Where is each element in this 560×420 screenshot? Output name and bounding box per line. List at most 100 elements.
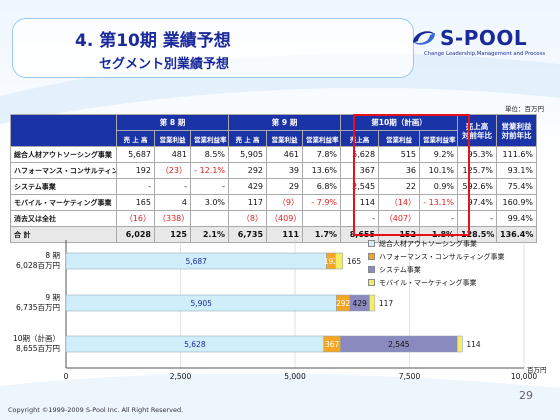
table-cell: 93.1%: [496, 162, 538, 179]
table-cell: 29: [266, 178, 304, 195]
header-period-8: 第 8 期: [115, 114, 230, 131]
row-label: システム事業: [10, 178, 117, 195]
data-label: 165: [347, 257, 362, 266]
subheader-cell: 営業利益率: [419, 130, 459, 147]
segment-sales-bar-chart: 5,687 192 165 5,905 292 429 117 5,628 367 2,545 11…: [65, 240, 525, 369]
category-total: 6,735百万円: [16, 303, 60, 312]
table-cell: （14）: [378, 194, 421, 211]
table-cell: 481: [154, 146, 191, 163]
legend-swatch: [368, 266, 375, 273]
subheader-cell: 営業利益: [154, 130, 191, 147]
table-cell: 114: [340, 194, 380, 211]
table-cell: 111: [266, 226, 304, 243]
table-cell: 13.6%: [302, 162, 342, 179]
table-body: 総合人材アウトソーシング事業 5,687 481 8.5% 5,905 461 7.8% 5,…: [10, 146, 538, 243]
header-panel: 4. 第10期 業績予想 セグメント別業績予想: [12, 18, 414, 78]
table-cell: 165: [116, 194, 155, 211]
logo-tagline: Change Leadership,Management and Process: [424, 51, 546, 57]
data-label: 117: [379, 299, 394, 308]
row-label: 総合人材アウトソーシング事業: [10, 146, 117, 163]
table-cell: 6.8%: [302, 178, 342, 195]
table-cell: - 12.1%: [189, 162, 230, 179]
data-label: 114: [466, 340, 481, 349]
category-period: 9 期: [45, 293, 60, 302]
x-tick-label: 7,500: [398, 372, 421, 381]
logo-swirl-icon: [413, 31, 435, 45]
table-cell: 125.7%: [457, 162, 498, 179]
table-cell: 0.9%: [419, 178, 459, 195]
table-cell: 117: [228, 194, 268, 211]
table-header-row: 第 8 期 第 9 期 第10期（計画） 売上高 対前年比 営業利益 対前年比: [10, 114, 538, 147]
category-label: 9 期 6,735百万円: [8, 293, 60, 313]
x-axis-unit: 百万円: [527, 366, 547, 374]
table-cell: - 7.9%: [302, 194, 342, 211]
data-label: 192: [324, 257, 339, 266]
table-cell: （16）: [116, 210, 155, 227]
table-cell: 2.1%: [189, 226, 230, 243]
subheader-cell: 営業利益: [378, 130, 421, 147]
legend-swatch: [368, 279, 375, 286]
table-cell: （407）: [378, 210, 421, 227]
legend-label: モバイル・マーケティング事業: [379, 278, 477, 287]
subheader-cell: 売 上 高: [228, 130, 268, 147]
table-cell: -: [340, 210, 380, 227]
table-row: システム事業 - - -429 29 6.8% 2,545 22 0.9% 592.6% 75.4%: [10, 178, 538, 195]
table-cell: 515: [378, 146, 421, 163]
table-row: モバイル・マーケティング事業 165 4 3.0% 117 （9） - 7.9% 114 （14…: [10, 194, 538, 211]
table-cell: [302, 210, 342, 227]
x-tick-label: 10,000: [510, 372, 538, 381]
table-row: ハフォーマンス・コンサルティング事業192（23）- 12.1%2923913.…: [10, 162, 538, 179]
copyright-text: Copyright ©1999-2009 S-Pool Inc. All Rig…: [8, 406, 184, 414]
unit-label: 単位：百万円: [505, 105, 544, 113]
row-label: モバイル・マーケティング事業: [10, 194, 117, 211]
category-period: 8 期: [45, 251, 60, 260]
table-cell: 10.1%: [419, 162, 459, 179]
table-cell: 160.9%: [496, 194, 538, 211]
legend-item: ハフォーマンス・コンサルティング事業: [368, 250, 528, 263]
table-cell: 6,735: [228, 226, 268, 243]
data-label: 2,545: [388, 340, 410, 349]
table-cell: 22: [378, 178, 421, 195]
legend-label: システム事業: [379, 265, 421, 274]
legend-item: システム事業: [368, 263, 528, 276]
bar-segment: [335, 252, 344, 270]
category-label: 10期（計画） 8,655百万円: [8, 334, 60, 354]
row-label: 合 計: [10, 226, 117, 243]
table-cell: 2,545: [340, 178, 380, 195]
x-tick-label: 5,000: [284, 372, 306, 381]
page-subtitle: セグメント別業績予想: [99, 57, 230, 72]
category-label: 8 期 6,028百万円: [8, 251, 60, 271]
table-cell: 39: [266, 162, 304, 179]
table-cell: （9）: [266, 194, 304, 211]
table-row: 総合人材アウトソーシング事業 5,687 481 8.5% 5,905 461 7.8% 5,…: [10, 146, 538, 163]
table-cell: 192: [116, 162, 155, 179]
table-cell: 9.2%: [419, 146, 459, 163]
table-cell: 125: [154, 226, 191, 243]
data-label: 5,905: [190, 299, 212, 308]
data-label: 5,687: [185, 257, 207, 266]
table-subheader-row: 売 上 高営業利益 営業利益率売 上 高営業利益 営業利益率 売上高 営業利益 営業利益率: [11, 130, 537, 147]
segment-forecast-table: 第 8 期 第 9 期 第10期（計画） 売上高 対前年比 営業利益 対前年比 …: [10, 114, 538, 243]
table-cell: -: [116, 178, 155, 195]
x-tick-label: 0: [63, 372, 69, 381]
table-cell: 5,628: [340, 146, 380, 163]
table-cell: 95.3%: [457, 146, 498, 163]
x-tick-label: 2,500: [169, 372, 192, 381]
subheader-cell: 営業利益: [266, 130, 304, 147]
table-cell: -: [189, 178, 230, 195]
table-cell: 592.6%: [457, 178, 498, 195]
table-cell: （8）: [228, 210, 268, 227]
table-cell: 99.4%: [496, 210, 538, 227]
table-cell: 7.8%: [302, 146, 342, 163]
table-cell: 36: [378, 162, 421, 179]
table-cell: -: [419, 210, 459, 227]
bar-segment: [456, 335, 463, 353]
table-cell: -: [457, 210, 498, 227]
legend-label: ハフォーマンス・コンサルティング事業: [379, 252, 505, 261]
table-cell: 429: [228, 178, 268, 195]
table-cell: 3.0%: [189, 194, 230, 211]
data-label: 429: [352, 299, 367, 308]
table-cell: 97.4%: [457, 194, 498, 211]
table-cell: （409）: [266, 210, 304, 227]
